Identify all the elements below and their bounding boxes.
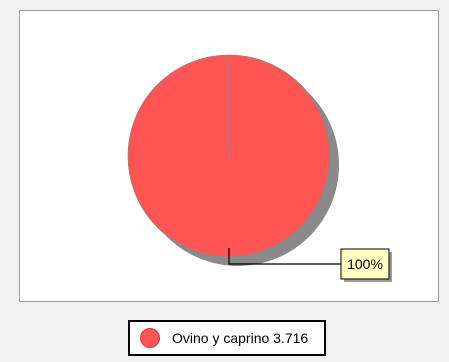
legend: Ovino y caprino 3.716	[128, 320, 326, 356]
legend-label: Ovino y caprino 3.716	[172, 330, 309, 346]
callout-box	[340, 248, 390, 280]
percent-label: 100%	[347, 256, 383, 272]
legend-swatch	[140, 328, 160, 348]
callout-leader	[228, 248, 341, 265]
